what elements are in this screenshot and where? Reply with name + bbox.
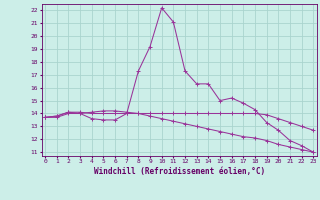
X-axis label: Windchill (Refroidissement éolien,°C): Windchill (Refroidissement éolien,°C) xyxy=(94,167,265,176)
